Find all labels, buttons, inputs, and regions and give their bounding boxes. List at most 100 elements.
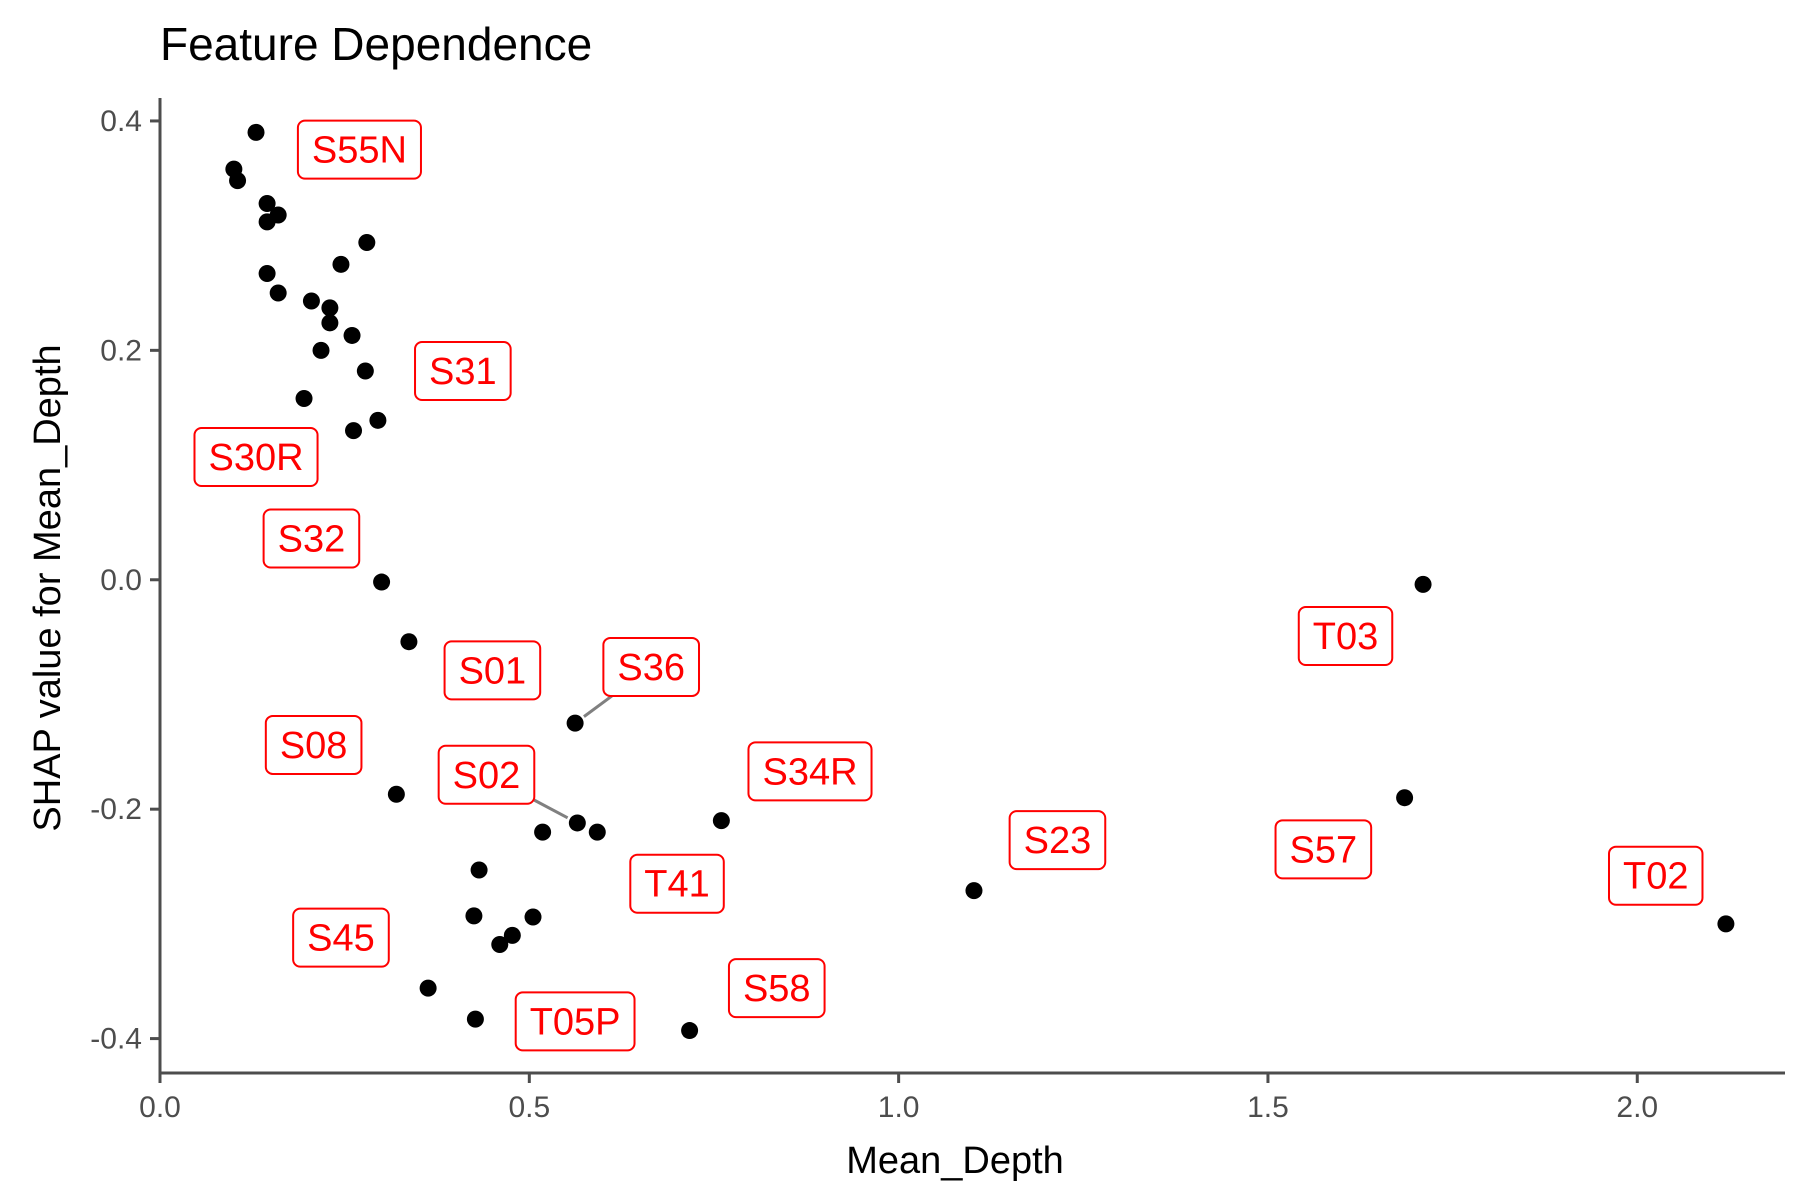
data-point	[588, 823, 606, 841]
point-label-text: T02	[1623, 856, 1688, 898]
point-label-text: S02	[453, 755, 521, 797]
point-label-box	[727, 958, 826, 1019]
data-point	[712, 812, 730, 830]
point-label-box	[414, 341, 512, 401]
y-tick-label: 0.4	[100, 105, 142, 138]
data-point	[387, 785, 405, 803]
point-label: S32	[262, 508, 361, 569]
data-point	[524, 908, 542, 926]
data-point	[419, 979, 437, 997]
point-label: T02	[1607, 845, 1704, 906]
y-tick-label: -0.4	[90, 1023, 142, 1056]
point-label-text: S23	[1024, 820, 1092, 862]
y-ticks: 0.4 0.2 0.0 -0.2 -0.4	[90, 105, 160, 1056]
point-label-text: S45	[307, 918, 375, 960]
point-label: S58	[727, 958, 826, 1019]
x-tick-label: 0.0	[139, 1091, 181, 1124]
y-tick-label: -0.2	[90, 793, 142, 826]
data-point	[491, 936, 509, 954]
point-label-text: T03	[1313, 616, 1378, 658]
data-point	[568, 814, 586, 832]
point-label: S31	[414, 341, 512, 401]
data-point	[258, 195, 276, 213]
data-point	[258, 213, 276, 231]
data-point	[345, 422, 363, 440]
axes	[158, 98, 1785, 1075]
data-point	[358, 234, 376, 252]
point-label-text: S34R	[762, 751, 857, 793]
data-point	[321, 299, 339, 317]
data-point	[356, 362, 374, 380]
point-label-box	[514, 991, 636, 1052]
data-point	[466, 1010, 484, 1028]
point-label-text: S58	[743, 968, 811, 1010]
point-label-box	[602, 636, 701, 697]
point-label: T41	[629, 853, 725, 914]
data-point	[1717, 915, 1735, 933]
x-tick-label: 1.5	[1247, 1091, 1289, 1124]
data-point	[258, 265, 276, 282]
point-label: S01	[443, 640, 542, 701]
point-label-box	[1274, 819, 1373, 880]
data-point	[373, 573, 391, 591]
y-tick-label: 0.0	[100, 564, 142, 597]
point-label-text: S08	[280, 725, 348, 767]
point-label-box	[443, 640, 542, 701]
point-label-text: S57	[1290, 829, 1358, 871]
data-point	[1414, 575, 1432, 593]
data-point	[302, 292, 320, 310]
point-label-text: T41	[644, 864, 709, 906]
point-label-box	[629, 853, 725, 914]
data-point	[681, 1022, 699, 1040]
point-label-box	[296, 119, 422, 180]
point-label: T03	[1297, 605, 1394, 666]
point-label: S34R	[747, 741, 873, 802]
point-label-text: S01	[459, 650, 527, 692]
point-label-text: S31	[429, 351, 497, 393]
point-label-text: S32	[278, 518, 346, 560]
chart-title: Feature Dependence	[160, 18, 592, 70]
data-point	[1396, 789, 1414, 807]
point-label: S55N	[296, 119, 422, 180]
point-label-box	[264, 714, 363, 775]
data-point	[321, 314, 339, 332]
data-point	[312, 341, 330, 359]
data-point	[229, 172, 247, 190]
data-point	[332, 255, 350, 273]
point-labels: S55N S31 S30R S32 S01 S36 S08 S02 S34R T03 S23 S57 T…	[193, 119, 1704, 1052]
x-tick-label: 0.5	[508, 1091, 550, 1124]
leader-line	[533, 798, 569, 820]
point-label-box	[1297, 605, 1394, 666]
point-label-box	[292, 907, 390, 968]
data-point	[965, 882, 983, 900]
x-tick-label: 1.0	[878, 1091, 920, 1124]
x-axis-title: Mean_Depth	[846, 1140, 1064, 1182]
data-point	[343, 326, 361, 344]
leader-lines	[533, 694, 613, 820]
point-label-box	[437, 744, 536, 805]
point-label: S08	[264, 714, 363, 775]
point-label: S45	[292, 907, 390, 968]
data-point	[247, 123, 265, 141]
point-label-box	[1008, 810, 1107, 871]
point-label: S36	[602, 636, 701, 697]
point-label: T05P	[514, 991, 636, 1052]
point-label: S02	[437, 744, 536, 805]
y-tick-label: 0.2	[100, 334, 142, 367]
point-label: S30R	[193, 427, 319, 488]
point-label: S23	[1008, 810, 1107, 871]
point-label-text: S30R	[208, 437, 303, 479]
point-label-text: S36	[617, 647, 685, 689]
point-label-box	[262, 508, 361, 569]
data-point	[503, 926, 521, 944]
data-point	[465, 907, 483, 925]
data-point	[534, 823, 552, 841]
data-point	[369, 411, 387, 429]
y-axis-title: SHAP value for Mean_Depth	[27, 344, 69, 831]
point-label: S57	[1274, 819, 1373, 880]
point-label-text: S55N	[312, 130, 407, 172]
data-point	[269, 284, 287, 302]
x-ticks: 0.0 0.5 1.0 1.5 2.0	[139, 1073, 1658, 1124]
data-point	[295, 390, 313, 408]
point-label-text: T05P	[530, 1001, 621, 1043]
